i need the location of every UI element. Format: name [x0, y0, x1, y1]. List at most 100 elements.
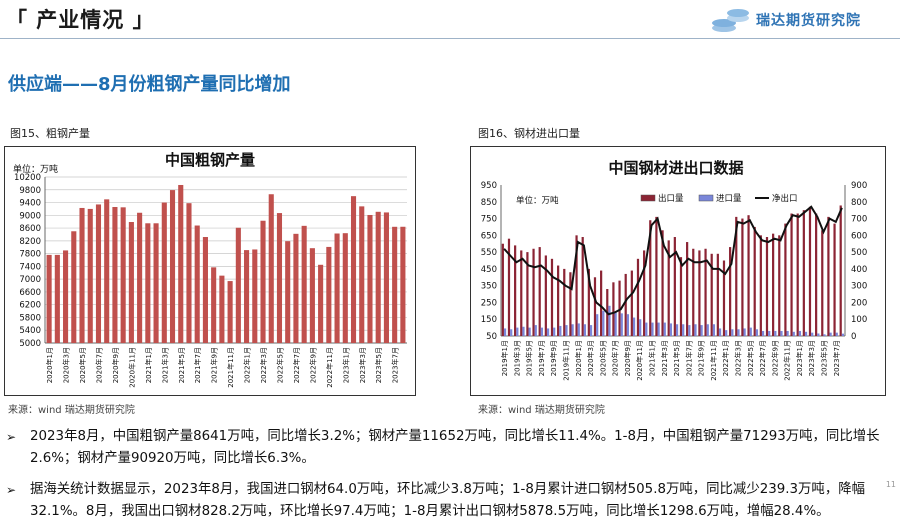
import-bar — [786, 330, 789, 336]
import-bar — [553, 327, 556, 336]
import-bar — [577, 323, 580, 336]
bar — [211, 267, 217, 343]
section-title: 「 产业情况 」 — [6, 8, 155, 32]
x-tick-label: 2021年3月 — [160, 347, 169, 383]
bar — [161, 202, 167, 343]
figure16-caption: 图16、钢材进出口量 — [478, 127, 580, 140]
y-tick-label: 8200 — [19, 237, 41, 247]
import-bar — [792, 331, 795, 336]
y-left-tick-label: 250 — [481, 298, 497, 308]
y-right-tick-label: 0 — [851, 332, 856, 342]
legend-swatch — [640, 194, 656, 202]
x-tick-label: 2022年5月 — [275, 347, 284, 383]
x-tick-label: 2021年5月 — [672, 340, 681, 376]
bar — [87, 208, 93, 343]
brand-logo-block: 瑞达期货研究院 — [706, 6, 886, 34]
export-bar — [593, 277, 597, 336]
x-tick-label: 2019年5月 — [525, 340, 534, 376]
import-bar — [657, 322, 660, 336]
x-tick-label: 2021年5月 — [177, 347, 186, 383]
figure15-caption: 图15、粗钢产量 — [10, 127, 90, 140]
import-bar — [639, 319, 642, 336]
x-tick-label: 2019年7月 — [537, 340, 546, 376]
import-bar — [571, 324, 574, 336]
y-right-tick-label: 400 — [851, 265, 867, 275]
bar — [194, 225, 200, 343]
export-bar — [808, 206, 812, 336]
export-bar — [802, 210, 805, 336]
import-bar — [780, 330, 783, 336]
export-bar — [729, 247, 732, 336]
x-tick-label: 2022年3月 — [259, 347, 268, 383]
import-bar — [583, 324, 587, 336]
export-bar — [692, 248, 695, 336]
bar — [359, 206, 365, 343]
crude-steel-chart-frame: 中国粗钢产量 单位：万吨 5000 5400 5800 6200 6600 7000 7400 7… — [4, 146, 416, 396]
import-bar — [761, 330, 765, 336]
export-bar — [722, 260, 726, 336]
import-bar — [804, 331, 808, 336]
x-tick-label: 2020年11月 — [127, 347, 136, 388]
x-tick-label: 2022年11月 — [325, 347, 334, 388]
bar — [202, 237, 208, 343]
y-left-tick-label: 850 — [481, 198, 497, 208]
y-right-tick-label: 500 — [851, 248, 867, 258]
bar — [350, 196, 357, 343]
bar — [169, 190, 176, 343]
import-bar — [817, 333, 820, 336]
import-bar — [768, 330, 771, 336]
import-bar — [774, 330, 777, 336]
x-tick-label: 2023年1月 — [341, 347, 350, 383]
import-bar — [743, 328, 746, 336]
x-tick-label: 2021年7月 — [684, 340, 693, 376]
export-bar — [673, 237, 676, 336]
bar — [268, 194, 274, 343]
export-bar — [827, 216, 830, 336]
export-bar — [501, 243, 504, 336]
export-bar — [710, 253, 713, 336]
bar — [178, 184, 184, 343]
net-export-line — [503, 205, 843, 316]
export-bar — [655, 216, 658, 336]
bullet-text: 2023年8月，中国粗钢产量8641万吨，同比增长3.2%；钢材产量11652万… — [30, 429, 880, 466]
x-tick-label: 2021年1月 — [648, 340, 657, 376]
import-bar — [565, 325, 568, 336]
import-bar — [540, 327, 544, 336]
x-tick-label: 2021年9月 — [697, 340, 706, 376]
y-tick-label: 6600 — [19, 288, 41, 298]
export-bar — [563, 268, 566, 336]
x-tick-label: 2019年1月 — [500, 340, 509, 376]
export-bar — [735, 216, 738, 336]
bar — [71, 231, 77, 343]
import-bar — [620, 313, 623, 336]
bar — [342, 233, 348, 343]
x-tick-label: 2022年3月 — [734, 340, 743, 376]
x-tick-label: 2023年3月 — [358, 347, 367, 383]
export-bar — [765, 237, 769, 336]
bar — [334, 233, 340, 343]
import-bar — [798, 330, 802, 336]
export-bar — [741, 218, 744, 336]
x-tick-label: 2022年5月 — [746, 340, 755, 376]
y-left-tick-label: 550 — [481, 248, 497, 258]
bar — [276, 213, 283, 343]
import-bar — [510, 329, 513, 336]
import-bar — [841, 333, 845, 336]
chart-title: 中国粗钢产量 — [165, 151, 255, 169]
import-bar — [589, 325, 593, 336]
x-tick-label: 2020年3月 — [62, 347, 71, 383]
import-bar — [614, 312, 617, 336]
y-tick-label: 7400 — [19, 262, 41, 272]
y-tick-label: 5800 — [19, 313, 41, 323]
export-bar — [636, 258, 640, 336]
bar — [219, 275, 225, 343]
y-tick-label: 6200 — [19, 301, 41, 311]
y-tick-label: 9800 — [19, 186, 41, 196]
import-bar — [559, 325, 562, 336]
bar — [137, 212, 143, 343]
import-bar — [675, 324, 679, 336]
export-bar — [753, 226, 756, 336]
import-bar — [626, 314, 630, 336]
bar — [260, 220, 266, 343]
